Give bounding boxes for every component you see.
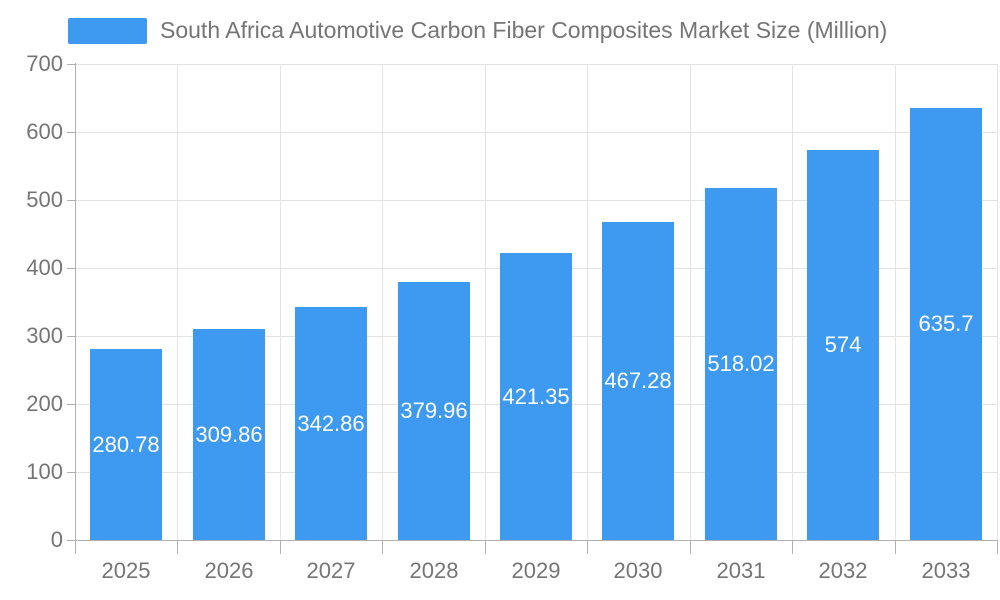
x-tick [792,540,793,554]
v-gridline [997,64,998,540]
bar-2025[interactable]: 280.78 [90,349,162,540]
x-tick-label: 2033 [921,558,971,583]
x-tick [690,540,691,554]
bar-2027[interactable]: 342.86 [295,307,367,540]
bar-value-label: 574 [824,332,862,357]
x-tick-label: 2028 [409,558,459,583]
v-gridline [177,64,178,540]
bar-2033[interactable]: 635.7 [910,108,982,540]
y-tick [67,404,75,405]
x-tick-label: 2032 [818,558,868,583]
x-tick [280,540,281,554]
bar-value-label: 379.96 [400,398,468,423]
y-tick [67,64,75,65]
x-tick [75,540,76,554]
y-tick-label: 600 [26,119,63,144]
v-gridline [690,64,691,540]
x-tick [382,540,383,554]
y-tick [67,268,75,269]
h-gridline [75,64,997,65]
h-gridline [75,132,997,133]
legend-item[interactable]: South Africa Automotive Carbon Fiber Com… [68,17,887,44]
bar-value-label: 635.7 [918,311,974,336]
bar-value-label: 421.35 [502,383,570,409]
h-gridline [75,200,997,201]
bar-2028[interactable]: 379.96 [398,282,470,540]
bar-2031[interactable]: 518.02 [705,188,777,540]
bar-value-label: 280.78 [92,431,160,457]
x-tick-label: 2026 [204,558,254,583]
x-tick [587,540,588,554]
x-tick-label: 2025 [101,558,151,583]
v-gridline [895,64,896,540]
bar-2029[interactable]: 421.35 [500,253,572,540]
plot-area: 280.78 309.86 342.86 379.96 421.35 467.28 518.… [75,64,998,540]
v-gridline [485,64,486,540]
x-tick [997,540,998,554]
bar-value-label: 467.28 [604,368,672,393]
v-gridline [792,64,793,540]
bar-value-label: 309.86 [195,421,263,447]
y-tick-label: 300 [26,323,63,348]
bar-2032[interactable]: 574 [807,150,879,540]
bar-2030[interactable]: 467.28 [602,222,674,540]
bar-2026[interactable]: 309.86 [193,329,265,540]
x-tick-label: 2030 [613,558,663,583]
y-tick-label: 200 [26,391,63,416]
x-tick-label: 2031 [716,558,766,583]
bar-value-label: 342.86 [297,410,365,436]
legend-swatch [68,17,147,44]
y-tick-label: 0 [50,527,63,552]
x-axis-line [75,540,998,541]
bar-value-label: 518.02 [707,351,775,376]
y-tick [67,200,75,201]
y-tick-label: 700 [26,51,63,76]
y-axis-line [75,63,76,540]
y-tick-label: 100 [26,459,63,484]
y-tick [67,336,75,337]
x-tick-label: 2027 [306,558,356,583]
y-tick [67,472,75,473]
y-tick [67,132,75,133]
y-tick [67,540,75,541]
x-tick [895,540,896,554]
x-tick [485,540,486,554]
v-gridline [280,64,281,540]
y-tick-label: 400 [26,255,63,280]
v-gridline [587,64,588,540]
x-tick [177,540,178,554]
legend-label: South Africa Automotive Carbon Fiber Com… [160,17,888,43]
x-tick-label: 2029 [511,558,561,583]
v-gridline [382,64,383,540]
y-tick-label: 500 [26,187,63,212]
